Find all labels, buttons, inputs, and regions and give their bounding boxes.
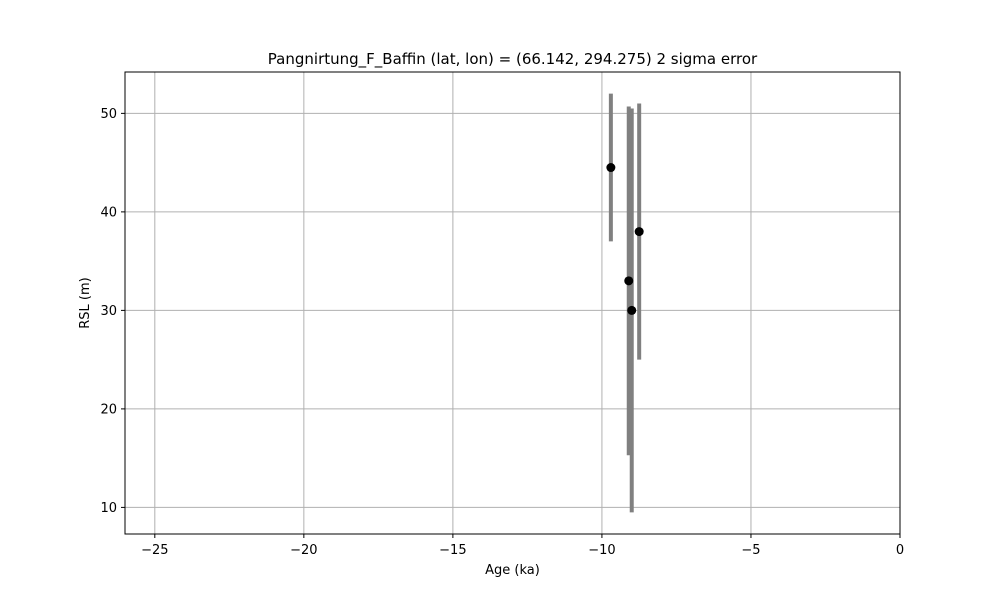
data-point bbox=[627, 305, 637, 315]
chart-title: Pangnirtung_F_Baffin (lat, lon) = (66.14… bbox=[268, 50, 758, 69]
data-point bbox=[634, 227, 644, 237]
data-points bbox=[606, 163, 644, 315]
x-axis-label: Age (ka) bbox=[485, 563, 540, 578]
y-tick-label: 30 bbox=[100, 304, 117, 319]
y-tick-label: 10 bbox=[100, 501, 117, 516]
y-tick-label: 20 bbox=[100, 402, 117, 417]
x-tick-label: 0 bbox=[896, 543, 904, 558]
y-tick-label: 50 bbox=[100, 107, 117, 122]
data-point bbox=[606, 163, 616, 173]
x-tick-label: −10 bbox=[588, 543, 615, 558]
x-tick-label: −25 bbox=[141, 543, 168, 558]
y-axis: 10 20 30 40 50 bbox=[100, 107, 125, 516]
x-tick-label: −5 bbox=[741, 543, 760, 558]
y-axis-label: RSL (m) bbox=[78, 277, 93, 328]
y-tick-label: 40 bbox=[100, 205, 117, 220]
plot-frame bbox=[124, 71, 901, 535]
x-tick-label: −15 bbox=[439, 543, 466, 558]
data-point bbox=[624, 276, 634, 286]
x-tick-label: −20 bbox=[290, 543, 317, 558]
x-axis: −25 −20 −15 −10 −5 0 bbox=[141, 534, 904, 558]
